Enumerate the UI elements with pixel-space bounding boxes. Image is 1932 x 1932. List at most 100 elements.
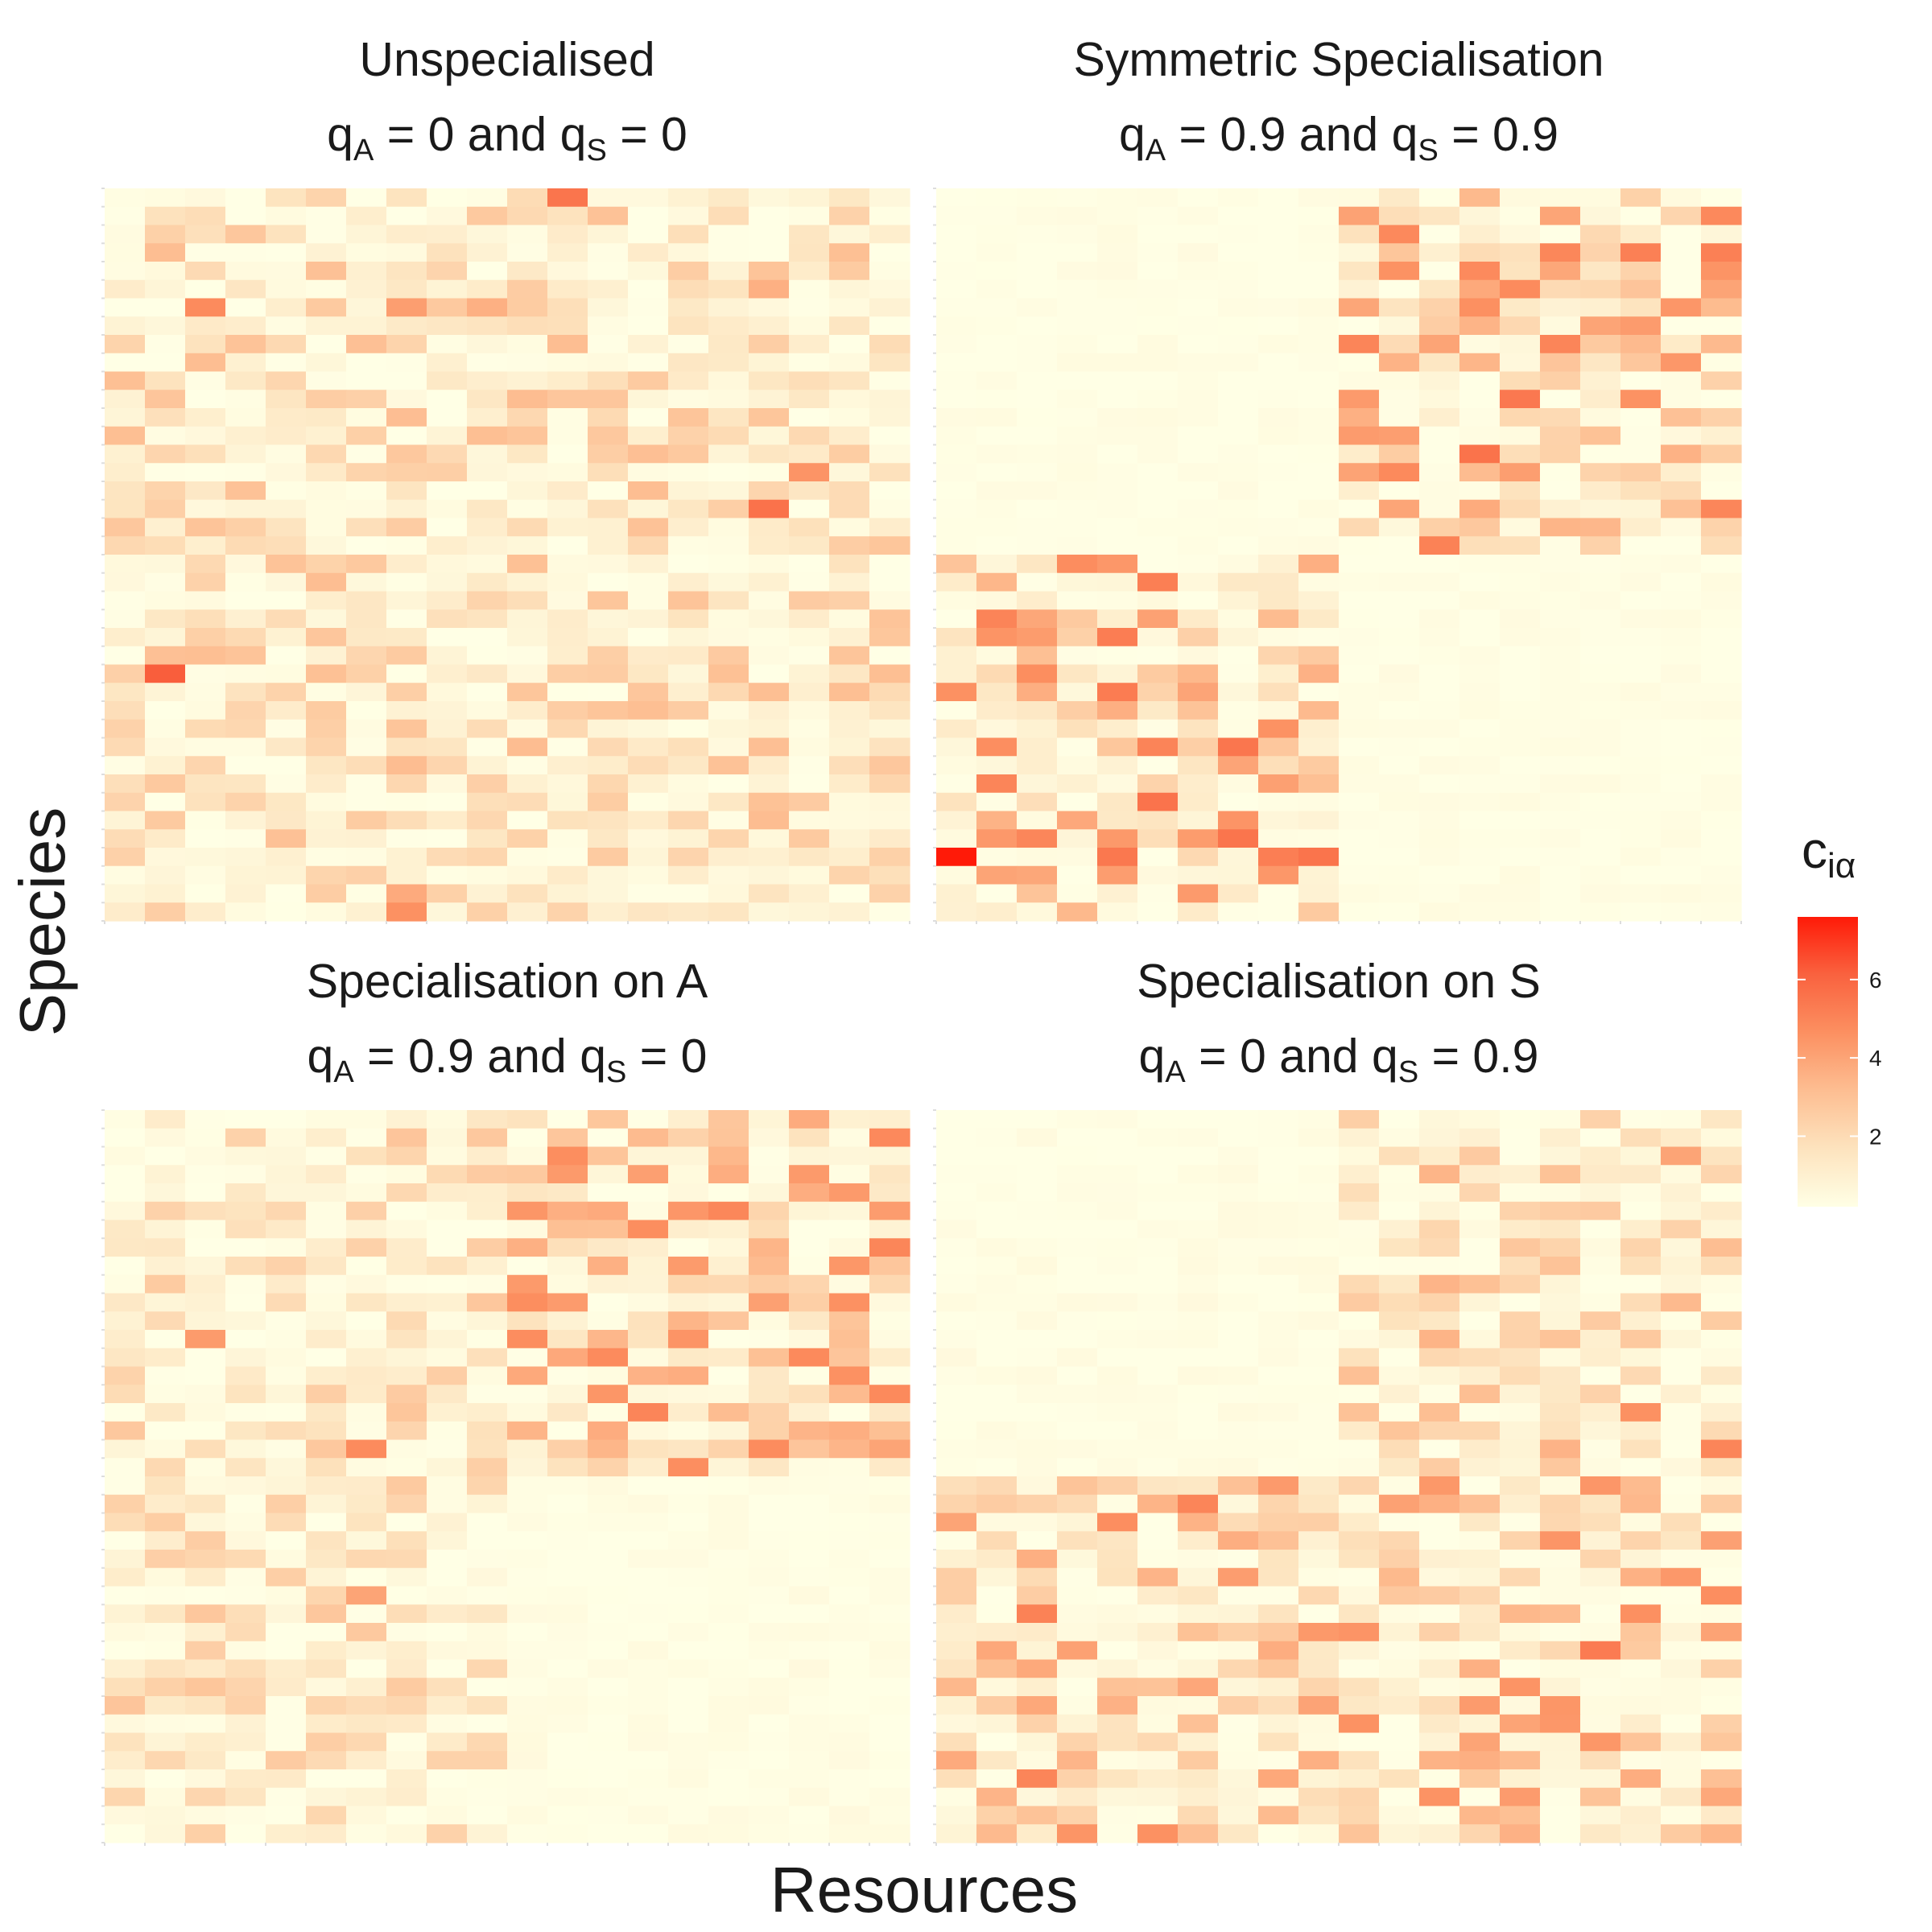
heatmap-cell <box>1379 1128 1420 1148</box>
heatmap-cell <box>1500 1513 1541 1532</box>
heatmap-cell <box>1097 1751 1138 1770</box>
heatmap-cell <box>1379 262 1420 281</box>
heatmap-cell <box>1580 829 1621 848</box>
heatmap-cell <box>976 1293 1018 1312</box>
heatmap-cell <box>1298 1787 1340 1807</box>
heatmap-cell <box>1701 1787 1742 1807</box>
heatmap-cell <box>869 683 910 702</box>
heatmap-cell <box>266 1531 307 1550</box>
heatmap-cell <box>145 1311 186 1331</box>
heatmap-cell <box>936 353 977 373</box>
heatmap-cell <box>547 1678 588 1697</box>
heatmap-cell <box>1701 1421 1742 1441</box>
heatmap-cell <box>1379 628 1420 647</box>
heatmap-cell <box>306 1824 347 1843</box>
heatmap-cell <box>976 1787 1018 1807</box>
heatmap-cell <box>1137 719 1179 739</box>
heatmap-cell <box>346 884 387 903</box>
heatmap-cell <box>1379 1769 1420 1789</box>
heatmap-cell <box>668 1165 709 1184</box>
heatmap-cell <box>869 1220 910 1239</box>
heatmap-cell <box>1178 1421 1219 1441</box>
heatmap-cell <box>145 1348 186 1368</box>
heatmap-cell <box>1620 719 1662 739</box>
heatmap-cell <box>1097 628 1138 647</box>
heatmap-cell <box>829 646 870 666</box>
heatmap-cell <box>829 371 870 390</box>
heatmap-cell <box>507 1476 548 1496</box>
heatmap-cell <box>789 719 830 739</box>
heatmap-cell <box>266 188 307 208</box>
heatmap-cell <box>145 1330 186 1349</box>
heatmap-cell <box>427 371 468 390</box>
heatmap-cell <box>1218 481 1259 501</box>
heatmap-cell <box>1580 499 1621 519</box>
heatmap-cell <box>829 1421 870 1441</box>
heatmap-cell <box>225 1403 266 1422</box>
heatmap-cell <box>976 1403 1018 1422</box>
heatmap-cell <box>1097 683 1138 702</box>
heatmap-cell <box>386 737 427 757</box>
heatmap-cell <box>829 811 870 830</box>
heatmap-cell <box>386 1439 427 1459</box>
subtitle-subscript: S <box>1398 1055 1418 1089</box>
heatmap-cell <box>346 1586 387 1605</box>
subtitle-subscript: S <box>606 1055 626 1089</box>
heatmap-cell <box>1580 884 1621 903</box>
heatmap-cell <box>1379 371 1420 390</box>
heatmap-cell <box>1419 1604 1460 1624</box>
heatmap-cell <box>427 1476 468 1496</box>
heatmap-cell <box>976 1257 1018 1276</box>
heatmap-cell <box>1459 1476 1501 1496</box>
heatmap-cell <box>976 1146 1018 1166</box>
heatmap-cell <box>145 628 186 647</box>
heatmap-cell <box>1701 1696 1742 1715</box>
heatmap-cell <box>668 1714 709 1734</box>
heatmap-cell <box>507 206 548 226</box>
heatmap-cell <box>1258 1751 1299 1770</box>
heatmap-cell <box>1258 1274 1299 1294</box>
heatmap-cell <box>749 1641 790 1661</box>
heatmap-cell <box>1459 1311 1501 1331</box>
heatmap-cell <box>708 298 749 317</box>
heatmap-cell <box>467 1366 508 1385</box>
heatmap-cell <box>386 1714 427 1734</box>
heatmap-cell <box>749 628 790 647</box>
legend-tick-label: 4 <box>1869 1046 1882 1071</box>
heatmap-cell <box>1580 335 1621 354</box>
heatmap-cell <box>1540 1824 1581 1843</box>
heatmap-cell <box>1379 572 1420 592</box>
heatmap-cell <box>1097 298 1138 317</box>
heatmap-cell <box>1701 1513 1742 1532</box>
heatmap-cell <box>266 1751 307 1770</box>
heatmap-cell <box>1701 572 1742 592</box>
heatmap-cell <box>1500 499 1541 519</box>
heatmap-cell <box>145 1128 186 1148</box>
heatmap-cell <box>1661 848 1702 867</box>
heatmap-cell <box>185 243 226 262</box>
heatmap-cell <box>1298 1567 1340 1587</box>
heatmap-cell <box>547 1128 588 1148</box>
heatmap-cell <box>1379 774 1420 794</box>
heatmap-cell <box>1580 1623 1621 1642</box>
heatmap-cell <box>936 1550 977 1569</box>
heatmap-cell <box>869 1623 910 1642</box>
heatmap-cell <box>467 536 508 555</box>
heatmap-cell <box>1057 829 1098 848</box>
heatmap-cell <box>427 225 468 244</box>
heatmap-cell <box>145 865 186 886</box>
heatmap-cell <box>1057 444 1098 464</box>
heatmap-cell <box>467 188 508 208</box>
heatmap-cell <box>427 792 468 812</box>
heatmap-cell <box>749 408 790 427</box>
heatmap-cell <box>628 628 669 647</box>
heatmap-cell <box>708 390 749 409</box>
heatmap-cell <box>1218 1238 1259 1257</box>
heatmap-cell <box>306 1513 347 1532</box>
heatmap-cell <box>976 481 1018 501</box>
heatmap-cell <box>1500 701 1541 720</box>
heatmap-cell <box>708 756 749 775</box>
heatmap-cell <box>105 628 146 647</box>
heatmap-cell <box>789 1366 830 1385</box>
heatmap-cell <box>588 1257 629 1276</box>
